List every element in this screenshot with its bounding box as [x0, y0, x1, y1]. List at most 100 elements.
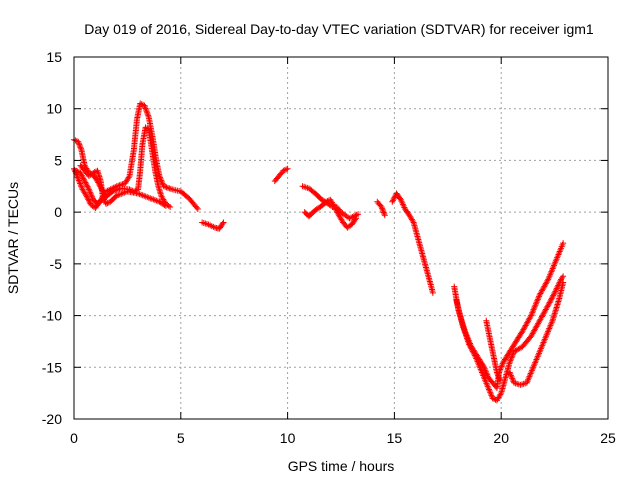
data-point: [352, 215, 359, 222]
data-point: [143, 106, 150, 113]
series-track-8: [301, 196, 359, 231]
data-point: [560, 273, 567, 280]
data-point: [470, 349, 477, 356]
axis-ticks: [73, 56, 609, 420]
data-point: [497, 391, 504, 398]
data-point: [100, 195, 107, 202]
data-point: [545, 302, 552, 309]
data-point: [334, 209, 341, 216]
series-track-12: [453, 273, 567, 404]
data-point: [156, 172, 163, 179]
data-point: [549, 293, 556, 300]
data-point: [353, 211, 360, 218]
data-point: [355, 211, 362, 218]
data-point: [166, 185, 173, 192]
data-point: [138, 101, 145, 108]
y-tick-label: -20: [42, 411, 62, 427]
data-point: [379, 205, 386, 212]
data-point: [390, 196, 397, 203]
data-point: [469, 348, 476, 355]
data-point: [560, 279, 567, 286]
data-point: [101, 196, 108, 203]
data-point: [77, 145, 84, 152]
data-point: [546, 299, 553, 306]
x-tick-label: 20: [493, 430, 509, 446]
data-point: [379, 206, 386, 213]
data-point: [482, 368, 489, 375]
data-point: [381, 210, 388, 217]
data-point: [76, 141, 83, 148]
data-point: [380, 208, 387, 215]
data-point: [497, 377, 504, 384]
y-tick-label: 5: [54, 152, 62, 168]
series-track-9: [374, 198, 388, 219]
data-point: [85, 185, 92, 192]
data-point: [86, 199, 93, 206]
data-point: [496, 374, 503, 381]
data-point: [381, 212, 388, 219]
data-point: [528, 311, 535, 318]
data-point: [506, 369, 513, 376]
data-point: [530, 306, 537, 313]
y-axis-title: SDTVAR / TECUs: [5, 182, 21, 294]
data-point: [76, 142, 83, 149]
data-point: [532, 300, 539, 307]
data-point: [481, 365, 488, 372]
data-point: [331, 203, 338, 210]
grid: [74, 57, 608, 419]
series-track-5: [199, 219, 227, 232]
data-point: [112, 187, 119, 194]
data-point: [531, 303, 538, 310]
data-point: [508, 354, 515, 361]
data-point: [113, 186, 120, 193]
data-point: [471, 351, 478, 358]
data-point: [469, 347, 476, 354]
data-point: [141, 102, 148, 109]
data-point: [389, 198, 396, 205]
data-point: [466, 341, 473, 348]
data-point: [142, 104, 149, 111]
data-point: [532, 302, 539, 309]
data-point: [494, 372, 501, 379]
series-track-6: [271, 165, 291, 185]
data-point: [163, 184, 170, 191]
data-point: [389, 197, 396, 204]
data-point: [323, 198, 330, 205]
data-point: [77, 181, 84, 188]
data-point: [89, 193, 96, 200]
data-point: [509, 353, 516, 360]
data-point: [220, 219, 227, 226]
data-point: [489, 395, 496, 402]
data-point: [74, 174, 81, 181]
data-point: [78, 184, 85, 191]
data-point: [545, 300, 552, 307]
data-point: [483, 370, 490, 377]
data-point: [284, 165, 291, 172]
data-point: [109, 188, 116, 195]
data-point: [507, 370, 514, 377]
data-point: [488, 392, 495, 399]
data-point: [83, 180, 90, 187]
data-point: [72, 137, 79, 144]
data-point: [484, 371, 491, 378]
data-point: [544, 303, 551, 310]
data-point: [84, 183, 91, 190]
chart-title: Day 019 of 2016, Sidereal Day-to-day VTE…: [84, 21, 594, 37]
data-point: [506, 359, 513, 366]
data-point: [509, 351, 516, 358]
data-point: [486, 387, 493, 394]
data-point: [380, 209, 387, 216]
data-point: [99, 193, 106, 200]
data-point: [110, 187, 117, 194]
plot-frame: [73, 56, 609, 420]
data-point: [79, 173, 86, 180]
data-point: [280, 167, 287, 174]
data-point: [193, 204, 200, 211]
data-point: [560, 240, 567, 247]
data-point: [90, 169, 97, 176]
data-point: [77, 180, 84, 187]
y-tick-label: -5: [50, 256, 63, 272]
data-point: [548, 295, 555, 302]
data-point: [531, 305, 538, 312]
data-point: [162, 202, 169, 209]
